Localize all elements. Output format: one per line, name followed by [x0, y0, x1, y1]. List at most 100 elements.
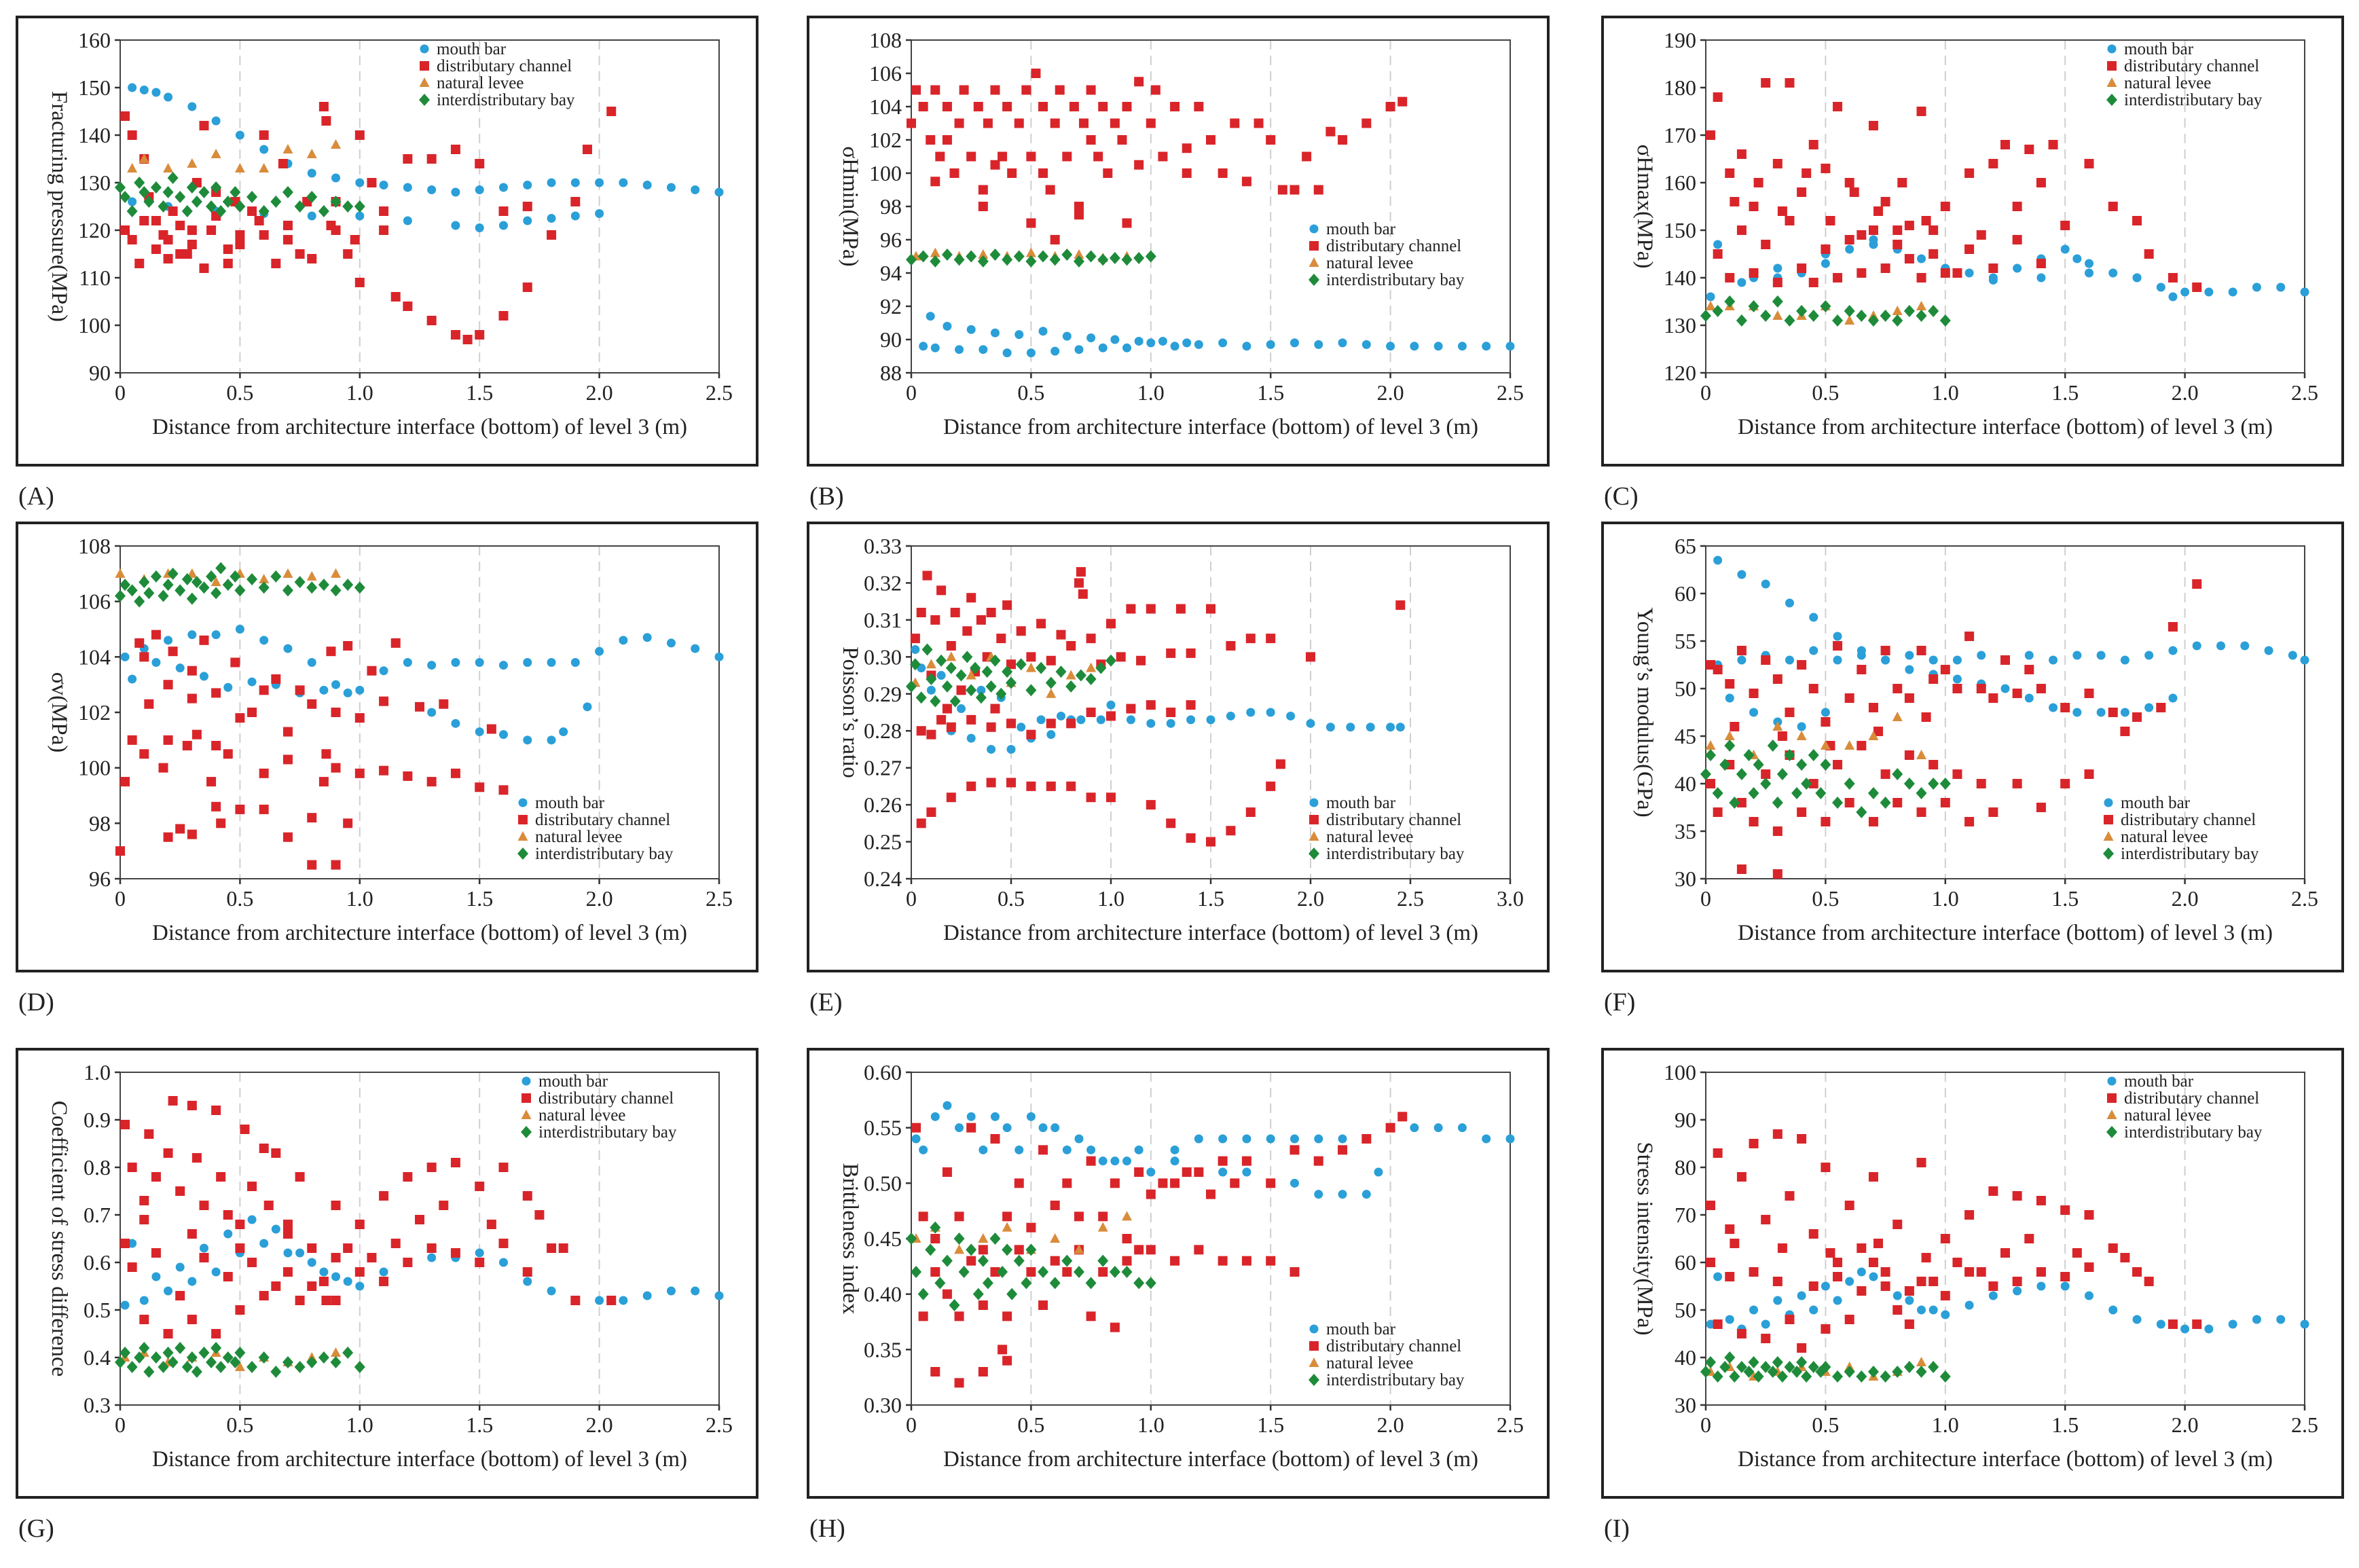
data-point	[666, 638, 676, 648]
data-point	[1857, 230, 1867, 240]
data-point	[930, 85, 940, 95]
data-point	[295, 685, 305, 695]
data-point	[306, 1356, 318, 1368]
data-point	[1105, 654, 1116, 667]
data-point	[354, 713, 365, 723]
data-point	[978, 249, 989, 259]
data-point	[1713, 1319, 1723, 1329]
data-point	[1700, 310, 1711, 322]
data-point	[211, 181, 222, 194]
data-point	[1016, 626, 1026, 636]
data-point	[1833, 1258, 1843, 1267]
data-point	[215, 1361, 227, 1373]
data-point	[1988, 1291, 1998, 1300]
data-point	[1121, 1266, 1133, 1278]
data-point	[911, 1123, 921, 1133]
data-point	[1772, 295, 1783, 308]
data-point	[1182, 338, 1192, 348]
y-tick-label: 40	[1675, 1345, 1696, 1370]
data-point	[1743, 749, 1755, 761]
legend-marker	[1309, 274, 1319, 286]
data-point	[1026, 729, 1036, 740]
legend-label: natural levee	[2124, 74, 2211, 92]
data-point	[1457, 342, 1467, 351]
data-point	[1808, 684, 1818, 693]
x-tick-label: 0.5	[1017, 380, 1044, 405]
data-point	[1050, 118, 1060, 128]
data-point	[1410, 342, 1419, 351]
legend-marker	[2107, 1076, 2117, 1086]
y-tick-label: 130	[78, 170, 111, 195]
data-point	[163, 163, 174, 172]
data-point	[1785, 655, 1794, 665]
data-point	[1808, 1229, 1818, 1239]
data-point	[403, 1172, 413, 1182]
data-point	[1097, 1254, 1109, 1267]
data-point	[1338, 1134, 1347, 1144]
data-point	[1952, 1258, 1962, 1267]
data-point	[1038, 327, 1048, 336]
data-point	[1867, 1366, 1879, 1378]
data-point	[966, 684, 977, 697]
data-point	[1797, 1134, 1807, 1144]
data-point	[1868, 1172, 1878, 1182]
data-point	[259, 574, 270, 583]
x-tick-label: 0.5	[226, 1412, 253, 1437]
data-point	[1777, 1243, 1787, 1253]
x-tick-label: 1.0	[1137, 1412, 1165, 1437]
y-tick-label: 110	[79, 266, 111, 290]
data-point	[1065, 680, 1077, 693]
data-point	[283, 644, 293, 653]
data-point	[990, 328, 1000, 338]
data-point	[163, 680, 173, 690]
x-axis-label: Distance from architecture interface (bo…	[943, 1447, 1478, 1472]
data-point	[2072, 651, 2082, 660]
data-point	[1122, 218, 1132, 228]
data-point	[966, 593, 976, 603]
data-point	[1964, 268, 1974, 278]
data-point	[1868, 817, 1878, 826]
data-point	[936, 654, 947, 667]
data-point	[978, 202, 988, 211]
data-point	[175, 1262, 185, 1272]
data-point	[1952, 674, 1962, 684]
data-point	[1314, 1134, 1323, 1144]
data-point	[379, 181, 388, 189]
x-tick-label: 1.5	[1257, 380, 1284, 405]
data-point	[1941, 1310, 1950, 1319]
data-point	[2084, 159, 2094, 168]
data-point	[1050, 1256, 1060, 1266]
data-point	[450, 768, 460, 778]
data-point	[1873, 206, 1884, 216]
data-point	[1146, 604, 1156, 614]
data-point	[1904, 1286, 1914, 1296]
data-point	[150, 181, 162, 194]
data-point	[318, 1351, 329, 1364]
data-point	[973, 102, 983, 111]
data-point	[270, 570, 282, 583]
data-point	[282, 186, 293, 198]
data-point	[522, 202, 532, 211]
x-tick-label: 1.0	[1932, 1412, 1959, 1437]
data-point	[1386, 342, 1395, 351]
data-point	[1046, 781, 1056, 791]
data-point	[1892, 240, 1903, 249]
data-point	[1385, 102, 1395, 111]
series-distributary-channel	[907, 69, 1408, 244]
data-point	[906, 1233, 917, 1245]
series-mouth-bar	[120, 625, 724, 745]
data-point	[986, 778, 996, 788]
data-point	[164, 636, 173, 645]
data-point	[258, 205, 270, 217]
data-point	[523, 181, 532, 189]
series-distributary-channel	[115, 630, 509, 870]
data-point	[930, 343, 940, 352]
data-point	[1026, 652, 1036, 662]
data-point	[1784, 1361, 1795, 1373]
data-point	[199, 635, 209, 645]
data-point	[2156, 1319, 2165, 1329]
y-tick-label: 130	[1664, 313, 1696, 338]
data-point	[307, 813, 317, 823]
